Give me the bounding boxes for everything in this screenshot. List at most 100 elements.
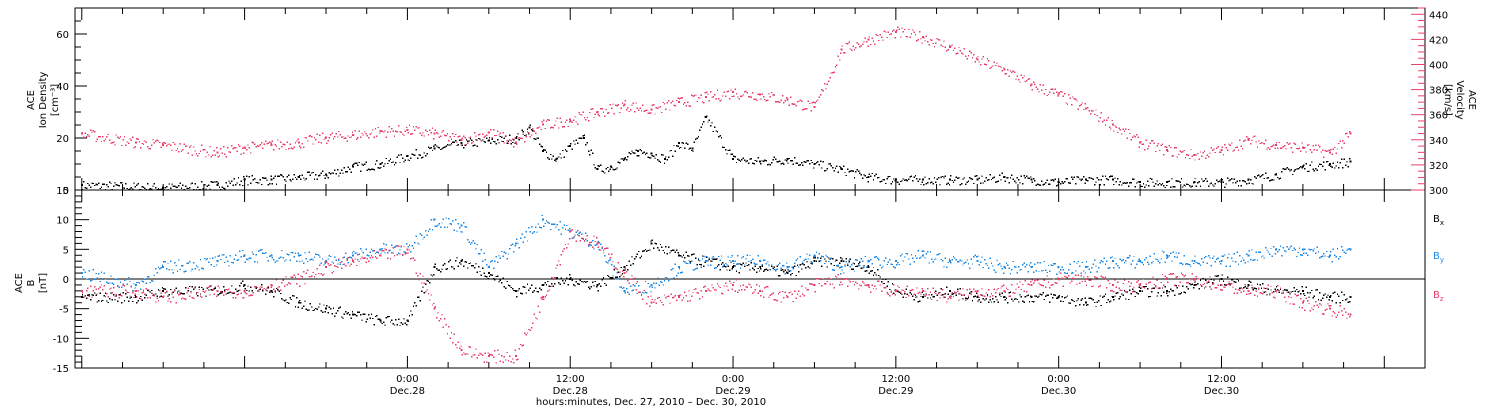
by-dot (437, 224, 439, 226)
ion-density-dot (452, 141, 454, 143)
velocity-dot (431, 127, 434, 130)
bz-dot (541, 298, 544, 300)
bx-point (786, 272, 789, 275)
bz-dot (1114, 279, 1116, 281)
bx-point (487, 272, 490, 275)
bx-dot (122, 292, 124, 294)
by-dot (1190, 265, 1192, 268)
velocity-dot (145, 141, 147, 143)
bx-dot (758, 270, 761, 272)
bz-dot (241, 297, 244, 299)
velocity-dot (695, 94, 697, 96)
velocity-dot (1229, 144, 1232, 147)
bz-dot (803, 295, 805, 297)
ion-density-dot (1277, 176, 1279, 179)
by-point (623, 289, 626, 292)
bx-dot (262, 289, 264, 292)
by-dot (184, 270, 187, 272)
bz-dot (806, 288, 808, 291)
bz-dot (628, 282, 630, 284)
velocity-dot (882, 39, 884, 41)
bz-dot (399, 253, 401, 255)
bz-dot (433, 302, 435, 305)
velocity-dot (148, 148, 150, 150)
bx-dot (184, 286, 187, 289)
by-dot (282, 257, 284, 259)
ion-density-dot (437, 146, 439, 148)
bz-dot (222, 294, 225, 296)
velocity-dot (639, 107, 641, 110)
ion-density-dot (237, 177, 240, 179)
velocity-dot (1022, 76, 1024, 79)
ion-density-dot (1334, 167, 1336, 169)
velocity-dot (1051, 88, 1054, 90)
ion-density-dot (429, 147, 431, 149)
by-dot (131, 290, 134, 292)
bz-dot (894, 294, 896, 296)
ion-density-dot (385, 157, 388, 160)
by-dot (1050, 264, 1052, 267)
bx-dot (959, 287, 962, 290)
ion-density-dot (996, 180, 998, 183)
by-dot (1316, 246, 1318, 248)
ion-density-dot (1338, 166, 1340, 169)
bz-point (1003, 289, 1006, 292)
velocity-dot (833, 71, 835, 73)
bz-dot (582, 237, 584, 240)
bx-dot (591, 281, 594, 284)
bz-dot (1049, 287, 1051, 289)
by-dot (178, 259, 180, 261)
velocity-dot (636, 107, 639, 109)
velocity-dot (574, 116, 576, 118)
by-dot (663, 279, 666, 282)
by-dot (1293, 247, 1295, 249)
bz-dot (631, 275, 633, 277)
ion-density-dot (91, 182, 93, 185)
bz-dot (494, 350, 496, 352)
bz-dot (244, 291, 246, 294)
bz-dot (1107, 279, 1109, 282)
velocity-dot (1142, 143, 1145, 145)
velocity-dot (297, 138, 299, 141)
velocity-dot (1107, 117, 1109, 119)
by-dot (806, 253, 808, 255)
bz-dot (513, 361, 515, 364)
by-dot (263, 252, 265, 255)
ion-density-dot (1024, 176, 1027, 179)
bz-dot (815, 278, 818, 280)
velocity-dot (353, 134, 355, 136)
bz-dot (1047, 281, 1050, 284)
velocity-dot (483, 136, 485, 138)
by-dot (834, 259, 837, 262)
by-dot (391, 244, 393, 246)
bz-dot (693, 288, 696, 291)
ion-density-dot (597, 165, 599, 167)
bz-dot (245, 292, 248, 295)
by-dot (769, 269, 772, 271)
by-dot (1107, 267, 1109, 269)
velocity-dot (1316, 149, 1318, 151)
velocity-dot (205, 155, 207, 158)
by-dot (270, 254, 272, 256)
by-dot (1206, 262, 1208, 265)
ion-density-dot (642, 152, 644, 154)
by-dot (849, 265, 852, 268)
by-dot (1043, 260, 1046, 263)
by-dot (138, 282, 141, 285)
by-dot (959, 259, 962, 261)
bz-dot (840, 281, 842, 283)
bx-dot (788, 270, 791, 272)
by-dot (1294, 249, 1297, 251)
bx-dot (946, 286, 948, 288)
bz-dot (982, 295, 985, 297)
by-point (1274, 248, 1277, 251)
by-dot (458, 227, 461, 229)
bz-dot (346, 259, 348, 262)
bx-dot (129, 297, 131, 300)
velocity-dot (1146, 148, 1149, 150)
ion-density-dot (214, 181, 217, 183)
bz-dot (213, 293, 215, 295)
by-dot (365, 248, 367, 250)
bx-dot (709, 260, 712, 262)
by-dot (1256, 259, 1259, 261)
